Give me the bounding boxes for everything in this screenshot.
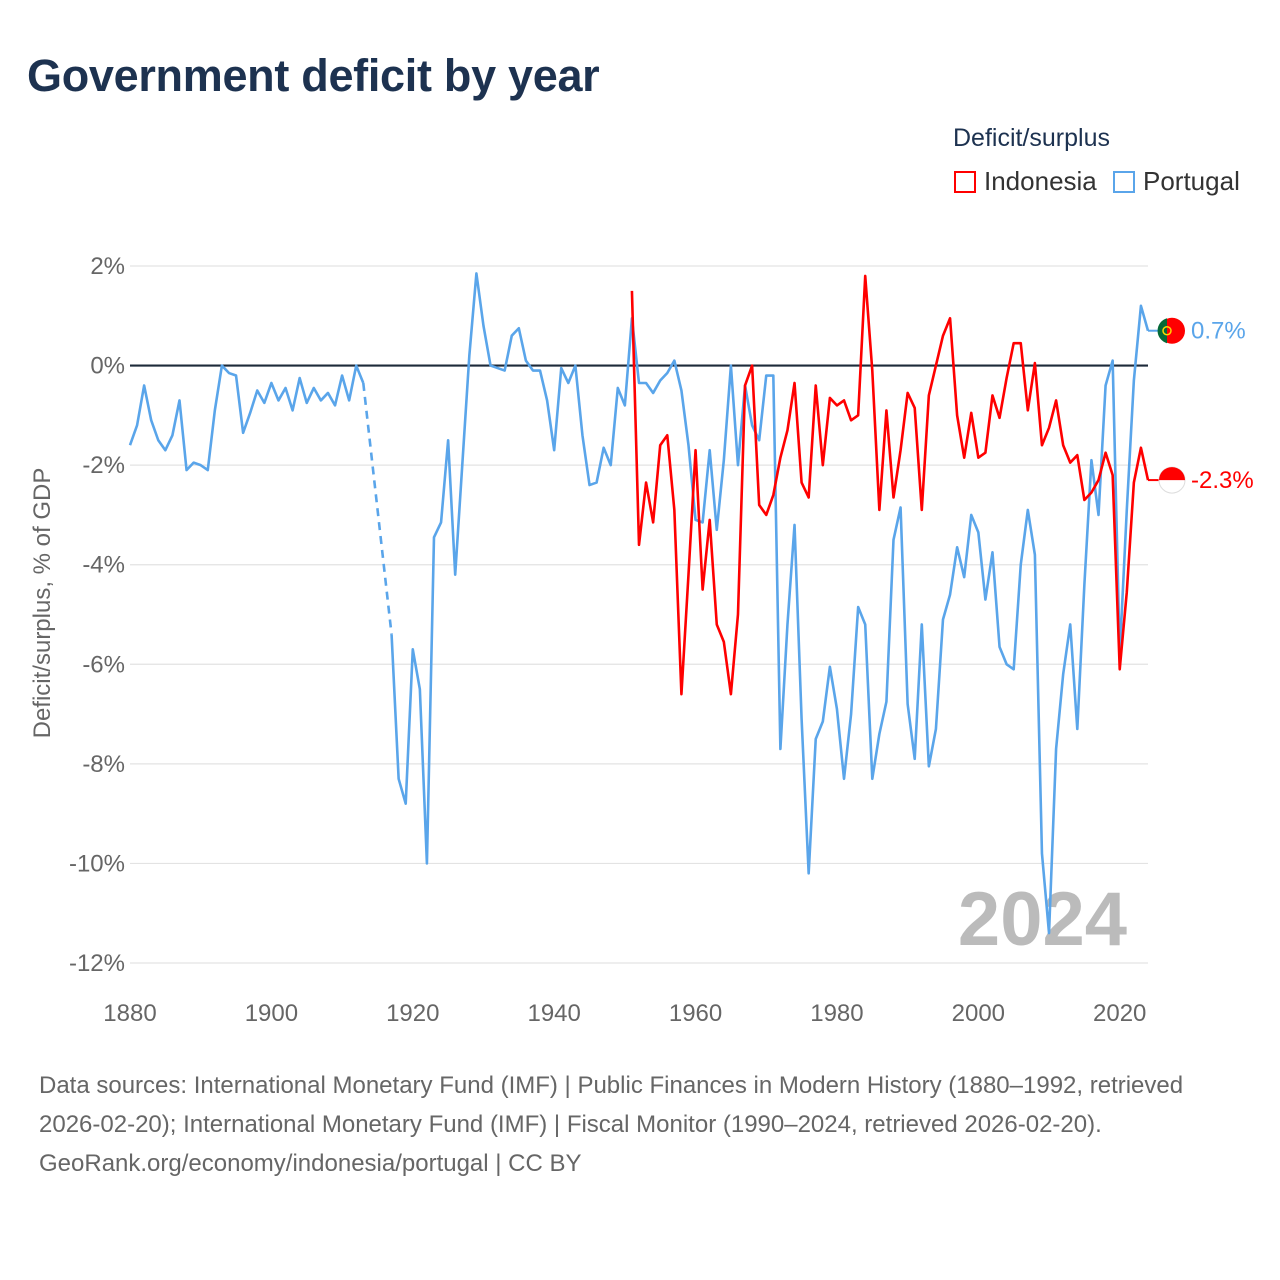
x-tick-label: 1920	[386, 1000, 439, 1027]
end-value-label-portugal: 0.7%	[1191, 318, 1246, 345]
legend-item-portugal[interactable]: Portugal	[1113, 166, 1240, 197]
series-gap-portugal	[361, 382, 393, 635]
data-sources: Data sources: International Monetary Fun…	[39, 1072, 1184, 1138]
legend-label: Indonesia	[984, 166, 1097, 196]
portugal-flag-icon	[1157, 317, 1185, 344]
x-tick-label: 2000	[952, 1000, 1005, 1027]
chart-area: 2% 0% -2% -4% -6% -8% -10% -12% 1880 1900 1920 1940…	[29, 253, 1254, 1027]
y-tick-label: 0%	[90, 353, 125, 380]
y-tick-label: -2%	[82, 452, 125, 479]
x-tick-label: 1980	[810, 1000, 863, 1027]
y-tick-label: 2%	[90, 253, 125, 280]
y-axis-label: Deficit/surplus, % of GDP	[29, 468, 56, 739]
x-tick-label: 1880	[103, 1000, 156, 1027]
legend-label: Portugal	[1143, 166, 1240, 196]
chart-title: Government deficit by year	[27, 50, 600, 101]
x-tick-label: 1960	[669, 1000, 722, 1027]
legend-item-indonesia[interactable]: Indonesia	[954, 166, 1097, 197]
y-tick-label: -6%	[82, 651, 125, 678]
legend-title: Deficit/surplus	[953, 124, 1110, 152]
y-tick-label: -8%	[82, 751, 125, 778]
y-tick-label: -4%	[82, 552, 125, 579]
y-tick-label: -10%	[69, 850, 125, 877]
footer: Data sources: International Monetary Fun…	[39, 1066, 1249, 1183]
year-annotation: 2024	[958, 877, 1127, 962]
credit-link[interactable]: GeoRank.org/economy/indonesia/portugal |…	[39, 1150, 582, 1177]
indonesia-flag-icon	[1158, 466, 1186, 494]
series-line-portugal[interactable]	[390, 272, 1150, 935]
series-line-portugal[interactable]	[128, 364, 365, 472]
y-tick-label: -12%	[69, 950, 125, 977]
legend-swatch-portugal	[1113, 170, 1135, 193]
series-indonesia: -2.3%	[630, 274, 1254, 696]
x-tick-label: 1940	[527, 1000, 580, 1027]
x-tick-label: 2020	[1093, 1000, 1146, 1027]
series-portugal: 0.7%	[128, 272, 1246, 935]
x-tick-label: 1900	[245, 1000, 298, 1027]
series-line-indonesia[interactable]	[630, 274, 1150, 696]
legend-swatch-indonesia	[954, 170, 976, 193]
end-value-label-indonesia: -2.3%	[1191, 467, 1254, 494]
